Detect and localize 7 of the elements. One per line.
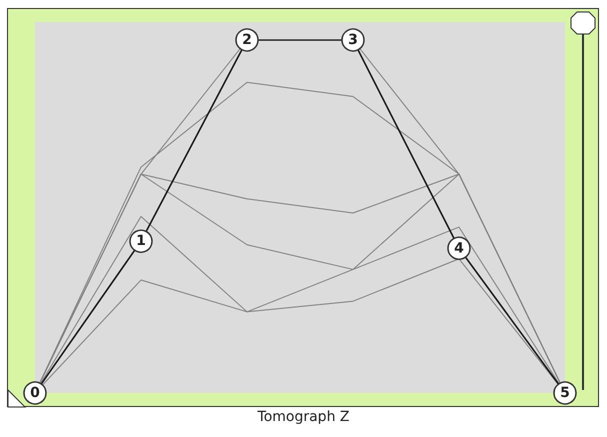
x-tick-label: 1 [136,233,146,250]
x-tick-label: 4 [454,240,464,256]
x-tick-label: 5 [560,385,570,401]
x-tick-label: 2 [242,32,252,48]
x-tick-label: 3 [348,32,358,48]
text: Tomograph Z [256,409,350,425]
x-tick-label: 0 [30,385,40,401]
